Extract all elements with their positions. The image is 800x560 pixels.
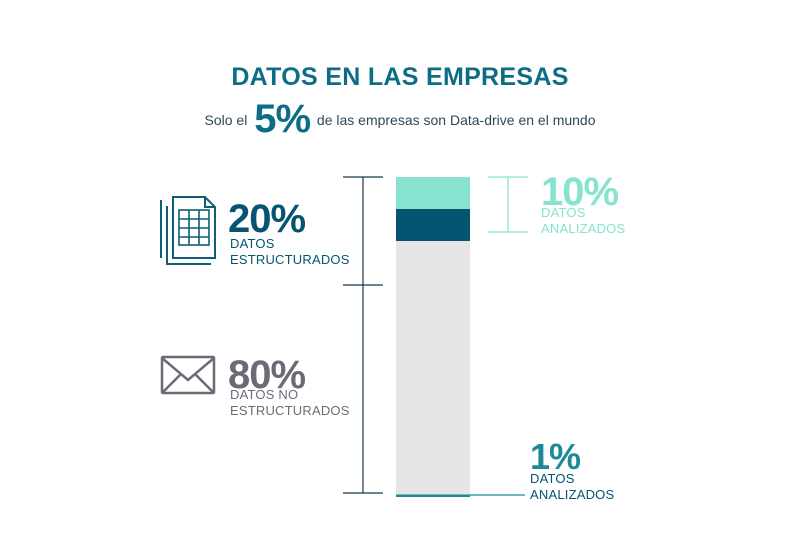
analyzed-structured-percentage: 10% — [541, 170, 619, 214]
envelope-icon — [160, 355, 216, 395]
unstructured-percentage: 80% — [228, 353, 306, 397]
subtitle-suffix: de las empresas son Data-drive en el mun… — [316, 112, 596, 128]
subtitle-prefix: Solo el — [204, 112, 248, 128]
analyzed-unstructured-label: DATOS ANALIZADOS — [530, 471, 615, 502]
page-title: DATOS EN LAS EMPRESAS — [231, 63, 569, 91]
unstructured-label: DATOS NO ESTRUCTURADOS — [230, 387, 350, 418]
bar-segment-unstructured-analyzed — [396, 494, 470, 497]
structured-label: DATOS ESTRUCTURADOS — [230, 236, 350, 267]
spreadsheet-document-icon — [160, 196, 216, 265]
right-bracket-analyzed-structured — [488, 176, 528, 233]
subtitle-highlight: 5% — [254, 97, 311, 141]
left-bracket-unstructured — [343, 284, 383, 494]
stacked-bar — [396, 177, 470, 497]
subtitle: Solo el 5% de las empresas son Data-driv… — [0, 97, 800, 142]
bar-segment-unstructured-not-analyzed — [396, 241, 470, 495]
structured-percentage: 20% — [228, 197, 306, 241]
left-bracket-structured — [343, 176, 383, 285]
bar-segment-structured-not-analyzed — [396, 209, 470, 241]
analyzed-unstructured-percentage: 1% — [530, 436, 581, 477]
analyzed-structured-label: DATOS ANALIZADOS — [541, 205, 626, 236]
bar-segment-structured-analyzed — [396, 177, 470, 209]
